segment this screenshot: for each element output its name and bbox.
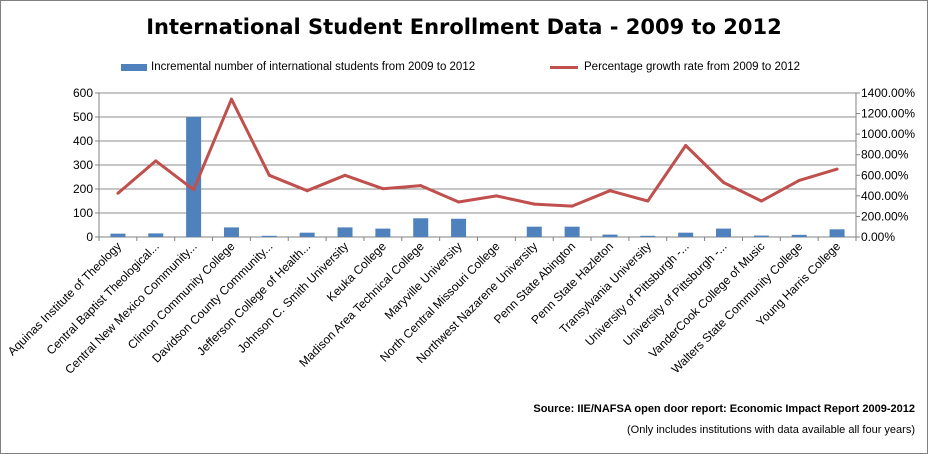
bar xyxy=(640,235,656,237)
y-tick-label: 400 xyxy=(73,134,93,148)
line-point xyxy=(494,194,498,198)
line-point xyxy=(570,204,574,208)
line-point xyxy=(192,188,196,192)
legend-bar-swatch xyxy=(121,63,147,71)
bar xyxy=(716,228,732,237)
legend-label-line: Percentage growth rate from 2009 to 2012 xyxy=(584,61,801,73)
legend-item-line: Percentage growth rate from 2009 to 2012 xyxy=(550,61,800,73)
y2-tick-label: 400.00% xyxy=(861,189,909,203)
line-point xyxy=(684,143,688,147)
bar xyxy=(564,226,580,237)
y2-tick-label: 0.00% xyxy=(861,230,895,244)
bar xyxy=(791,234,807,237)
line-point xyxy=(116,191,120,195)
line-point xyxy=(154,159,158,163)
y-tick-label: 200 xyxy=(73,182,93,196)
bar xyxy=(753,235,769,237)
chart-title: International Student Enrollment Data - … xyxy=(146,15,782,39)
legend-label-bars: Incremental number of international stud… xyxy=(151,61,476,73)
bar xyxy=(413,218,429,237)
y2-tick-label: 1400.00% xyxy=(861,86,915,100)
y2-tick-label: 1200.00% xyxy=(861,107,915,121)
bar xyxy=(299,232,315,237)
y2-tick-label: 600.00% xyxy=(861,168,909,182)
line-point xyxy=(419,184,423,188)
line-point xyxy=(759,199,763,203)
bar xyxy=(186,117,202,237)
line-point xyxy=(835,167,839,171)
line-point xyxy=(457,200,461,204)
line-point xyxy=(532,202,536,206)
bar xyxy=(829,229,845,237)
bar xyxy=(602,234,618,237)
bar xyxy=(148,233,164,237)
source-note: Source: IIE/NAFSA open door report: Econ… xyxy=(533,403,915,415)
bar xyxy=(261,235,277,237)
y-tick-label: 0 xyxy=(86,230,93,244)
y2-tick-label: 800.00% xyxy=(861,148,909,162)
bar xyxy=(337,227,353,237)
line-point xyxy=(343,173,347,177)
footnote: (Only includes institutions with data av… xyxy=(627,424,915,436)
line-point xyxy=(229,97,233,101)
line-point xyxy=(267,173,271,177)
line-point xyxy=(646,199,650,203)
bar xyxy=(223,227,239,237)
line-point xyxy=(797,178,801,182)
bar xyxy=(678,232,694,237)
y-tick-label: 500 xyxy=(73,110,93,124)
chart-plot: 0 100 200 300 400 500 600 0.00% 200.00% 400.00% 60… xyxy=(5,86,916,377)
bar xyxy=(451,218,467,237)
y-tick-label: 100 xyxy=(73,206,93,220)
y-tick-label: 600 xyxy=(73,86,93,100)
line-point xyxy=(722,180,726,184)
bar xyxy=(375,228,391,237)
legend: Incremental number of international stud… xyxy=(1,61,927,77)
line-point xyxy=(305,189,309,193)
y2-tick-label: 1000.00% xyxy=(861,127,915,141)
line-point xyxy=(608,189,612,193)
bar xyxy=(526,226,542,237)
line-point xyxy=(381,187,385,191)
y2-tick-label: 200.00% xyxy=(861,209,909,223)
y-tick-label: 300 xyxy=(73,158,93,172)
bar xyxy=(110,233,126,237)
series-line xyxy=(116,97,838,208)
legend-item-bars: Incremental number of international stud… xyxy=(121,61,475,73)
legend-line-swatch xyxy=(550,65,578,69)
